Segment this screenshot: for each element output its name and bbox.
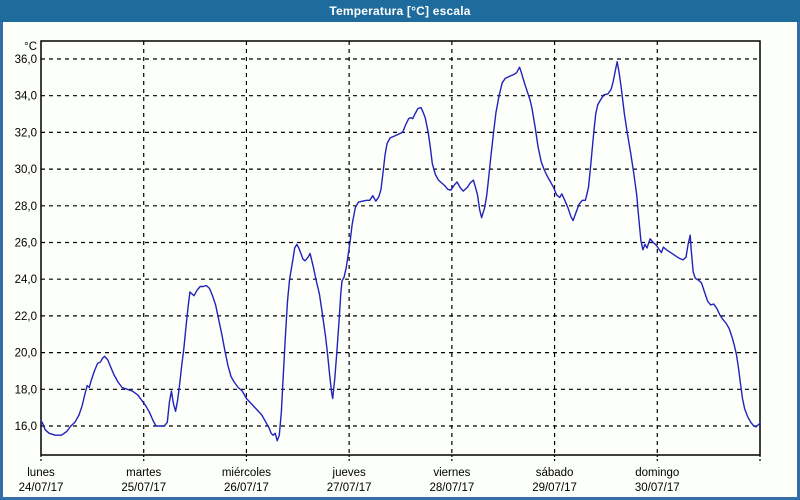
- x-tick-label-day: miércoles: [222, 467, 271, 479]
- x-tick-label-date: 29/07/17: [532, 482, 577, 494]
- x-tick-label-date: 27/07/17: [327, 482, 372, 494]
- y-tick-label: 36,0: [15, 54, 37, 66]
- y-tick-label: 32,0: [15, 127, 37, 139]
- x-tick-label-date: 26/07/17: [224, 482, 269, 494]
- x-tick-label-date: 30/07/17: [635, 482, 680, 494]
- y-tick-label: 34,0: [15, 91, 37, 103]
- title-bar: Temperatura [°C] escala: [0, 0, 800, 22]
- x-tick-label-date: 25/07/17: [121, 482, 166, 494]
- x-tick-label-day: viernes: [433, 467, 470, 479]
- y-tick-label: 30,0: [15, 164, 37, 176]
- y-tick-label: 16,0: [15, 421, 37, 433]
- x-tick-label-day: domingo: [635, 467, 679, 479]
- window-title: Temperatura [°C] escala: [329, 4, 471, 18]
- x-tick-label-day: sábado: [536, 467, 574, 479]
- y-axis-unit-label: °C: [24, 41, 37, 53]
- x-tick-label-day: jueves: [332, 467, 366, 479]
- temperature-line: [40, 61, 761, 442]
- y-tick-label: 24,0: [15, 274, 37, 286]
- x-tick-label-day: lunes: [27, 467, 55, 479]
- x-tick-label-date: 28/07/17: [429, 482, 474, 494]
- y-tick-label: 26,0: [15, 237, 37, 249]
- x-tick-label-date: 24/07/17: [19, 482, 64, 494]
- x-tick-label-day: martes: [126, 467, 161, 479]
- y-tick-label: 28,0: [15, 201, 37, 213]
- y-tick-label: 18,0: [15, 384, 37, 396]
- y-tick-label: 22,0: [15, 311, 37, 323]
- plot-border: [40, 40, 761, 456]
- y-tick-label: 20,0: [15, 348, 37, 360]
